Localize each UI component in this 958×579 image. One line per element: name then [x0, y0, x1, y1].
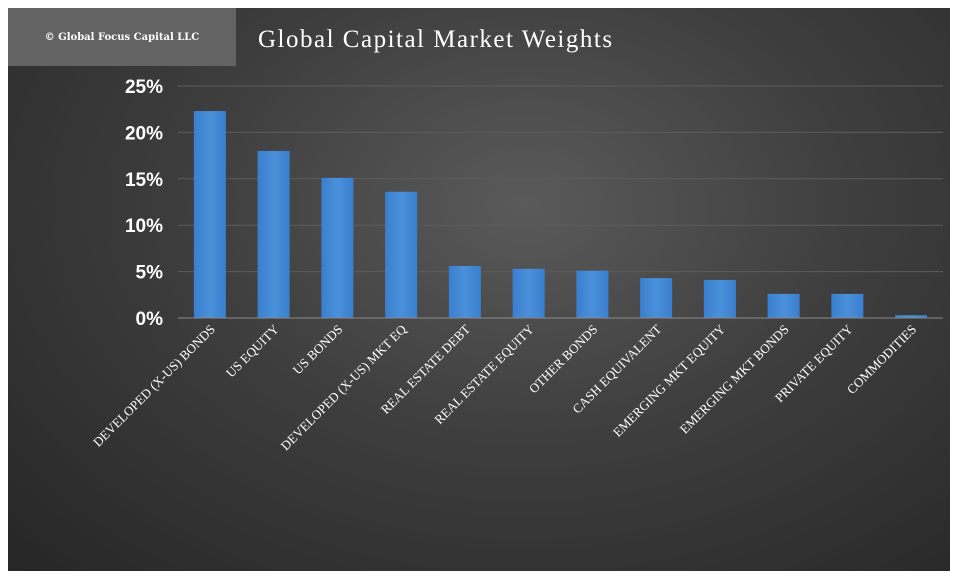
x-tick-label: US BONDS	[290, 322, 346, 378]
y-tick-label: 10%	[125, 216, 163, 237]
y-tick-label: 20%	[125, 123, 163, 144]
x-tick-label: EMERGING MKT BONDS	[677, 322, 792, 437]
y-tick-label: 15%	[125, 170, 163, 191]
bar-chart: 0%5%10%15%20%25% DEVELOPED (X-US) BONDS U…	[90, 77, 943, 453]
chart-title: Global Capital Market Weights	[258, 26, 614, 53]
x-tick-label: EMERGING MKT EQUITY	[610, 321, 729, 440]
y-tick-label: 5%	[136, 263, 164, 284]
bar	[512, 268, 545, 318]
gridlines	[178, 85, 943, 273]
bar	[767, 293, 800, 318]
copyright-badge: © Global Focus Capital LLC	[8, 8, 236, 66]
bar	[895, 315, 928, 318]
x-tick-label: US EQUITY	[223, 321, 282, 380]
y-axis-ticks: 0% 5% 10% 15% 20% 25%	[125, 77, 163, 330]
bars	[193, 111, 928, 318]
x-tick-label: COMMODITIES	[844, 322, 919, 397]
bar	[831, 293, 864, 318]
bar	[703, 279, 736, 318]
bar	[576, 270, 609, 318]
bar	[193, 111, 226, 318]
x-tick-label: DEVELOPED (X-US) BONDS	[90, 322, 218, 450]
x-axis-labels: DEVELOPED (X-US) BONDS US EQUITY US BONDSD…	[90, 321, 919, 453]
chart-frame: 0% 5% 10% 15% 20% 25% DEVELOPED (X-US) BONDS U…	[8, 8, 950, 571]
x-tick-label: DEVELOPED (X-US) MKT EQ	[278, 321, 410, 453]
bar	[257, 150, 290, 318]
bar	[321, 177, 354, 318]
bar	[448, 266, 481, 318]
y-tick-label: 25%	[125, 77, 163, 98]
y-tick-label: 0%	[136, 309, 164, 330]
bar	[385, 191, 418, 318]
bar	[640, 278, 673, 318]
